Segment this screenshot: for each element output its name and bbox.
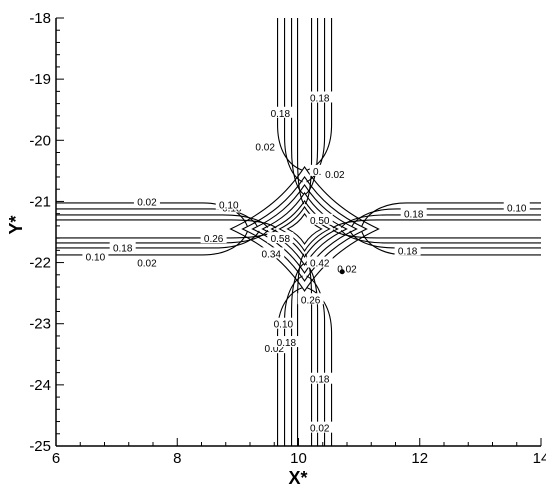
y-tick-label: -20 (29, 132, 51, 149)
contour-label-bg (200, 232, 227, 244)
contour-label-bg (273, 336, 300, 348)
contour-label-bg (400, 207, 427, 219)
y-tick-label: -25 (29, 438, 51, 455)
contour-line (340, 214, 541, 228)
x-tick-label: 8 (173, 450, 181, 467)
contour-line (332, 219, 541, 229)
contour-label: 0.42 (310, 259, 330, 270)
axis-ticks: 6 8 10 12 14 -18 -19 -20 -21 -22 -23 -24 -25 (29, 10, 546, 467)
marker-point (339, 269, 345, 275)
contour-label-bg (133, 256, 160, 268)
contour-line (291, 263, 304, 446)
x-tick-label: 12 (411, 450, 428, 467)
contour-label-bg (334, 262, 360, 274)
contour-line (351, 208, 541, 228)
contour-label: 0.18 (398, 246, 418, 257)
contour-ring (286, 212, 323, 245)
contour-line (284, 18, 303, 183)
contour-label: 0.18 (310, 375, 330, 386)
contour-label-bg (270, 317, 297, 329)
y-axis-title: Y* (6, 215, 26, 234)
x-axis-title: X* (288, 468, 307, 488)
contour-label: 0.18 (404, 210, 424, 221)
contour-label: 0.02 (137, 259, 157, 270)
contour-label-bg (267, 106, 294, 118)
contour-label-bg (215, 198, 242, 210)
contour-label: 0.18 (113, 243, 133, 254)
plot-background (56, 18, 541, 446)
contour-labels: 0.020.180.100.180.100.260.180.100.020.18… (82, 91, 530, 435)
contour-label-bg (306, 213, 333, 225)
contour-label: 0.02 (337, 265, 357, 276)
y-tick-label: -21 (29, 193, 51, 210)
contour-line (56, 230, 260, 249)
contour-ring (251, 183, 358, 274)
contour-line (56, 231, 248, 256)
contour-label-bg (297, 293, 324, 305)
contour-label: 0.34 (261, 249, 281, 260)
contour-label-bg (306, 421, 333, 433)
contour-label: 0.26 (301, 295, 321, 306)
contour-label: 0.02 (137, 197, 157, 208)
contour-label-bg (306, 256, 333, 268)
contour-line (56, 219, 277, 229)
contour-label-bg (503, 201, 530, 213)
contour-label-bg (306, 91, 333, 103)
contour-label-bg (321, 167, 348, 179)
y-tick-label: -22 (29, 255, 51, 272)
contour-label-bg (82, 250, 109, 262)
contour-line (297, 18, 305, 205)
contour-label: 0.50 (310, 216, 330, 227)
contour-label: 0.02 (310, 424, 330, 435)
contour-label: 0.10 (219, 200, 239, 211)
contour-line (56, 214, 269, 228)
contour-label: 0.10 (274, 320, 294, 331)
y-tick-label: -18 (29, 10, 51, 27)
y-tick-label: -23 (29, 316, 51, 333)
contour-label-bg (306, 372, 333, 384)
contour-line (304, 18, 313, 205)
contour-line (291, 18, 304, 195)
contour-label-bg (267, 232, 294, 244)
contour-label-bg (109, 241, 136, 253)
contour-label: 0.10 (507, 204, 527, 215)
contour-label-bg (252, 140, 279, 152)
contour-ring (229, 165, 380, 292)
contour-label: 0.58 (271, 234, 291, 245)
contour-line (297, 253, 305, 446)
contour-label: 0.10 (86, 252, 106, 263)
contour-label: 0.02 (325, 170, 345, 181)
contour-label: 0.18 (271, 109, 291, 120)
contour-lines (56, 18, 541, 446)
y-tick-label: -19 (29, 71, 51, 88)
x-tick-label: 6 (52, 450, 60, 467)
contour-label-bg (133, 195, 160, 207)
contour-line (56, 208, 259, 228)
contour-label-bg (258, 247, 285, 259)
contour-line (307, 287, 333, 446)
contour-line (306, 18, 326, 183)
contour-label: 0.18 (310, 93, 330, 104)
contour-line (56, 229, 277, 239)
contour-line (361, 202, 541, 227)
contour-label: 0.26 (204, 234, 224, 245)
contour-line (332, 229, 541, 239)
contour-label: 0.02 (255, 142, 275, 153)
y-tick-label: -24 (29, 377, 51, 394)
contour-label: 0.02 (265, 344, 285, 355)
x-tick-label: 14 (533, 450, 546, 467)
contour-ring (241, 175, 368, 282)
contour-label-bg (394, 244, 421, 256)
contour-label: 0.18 (277, 338, 297, 349)
contour-label-bg (261, 342, 288, 354)
x-tick-label: 10 (290, 450, 307, 467)
